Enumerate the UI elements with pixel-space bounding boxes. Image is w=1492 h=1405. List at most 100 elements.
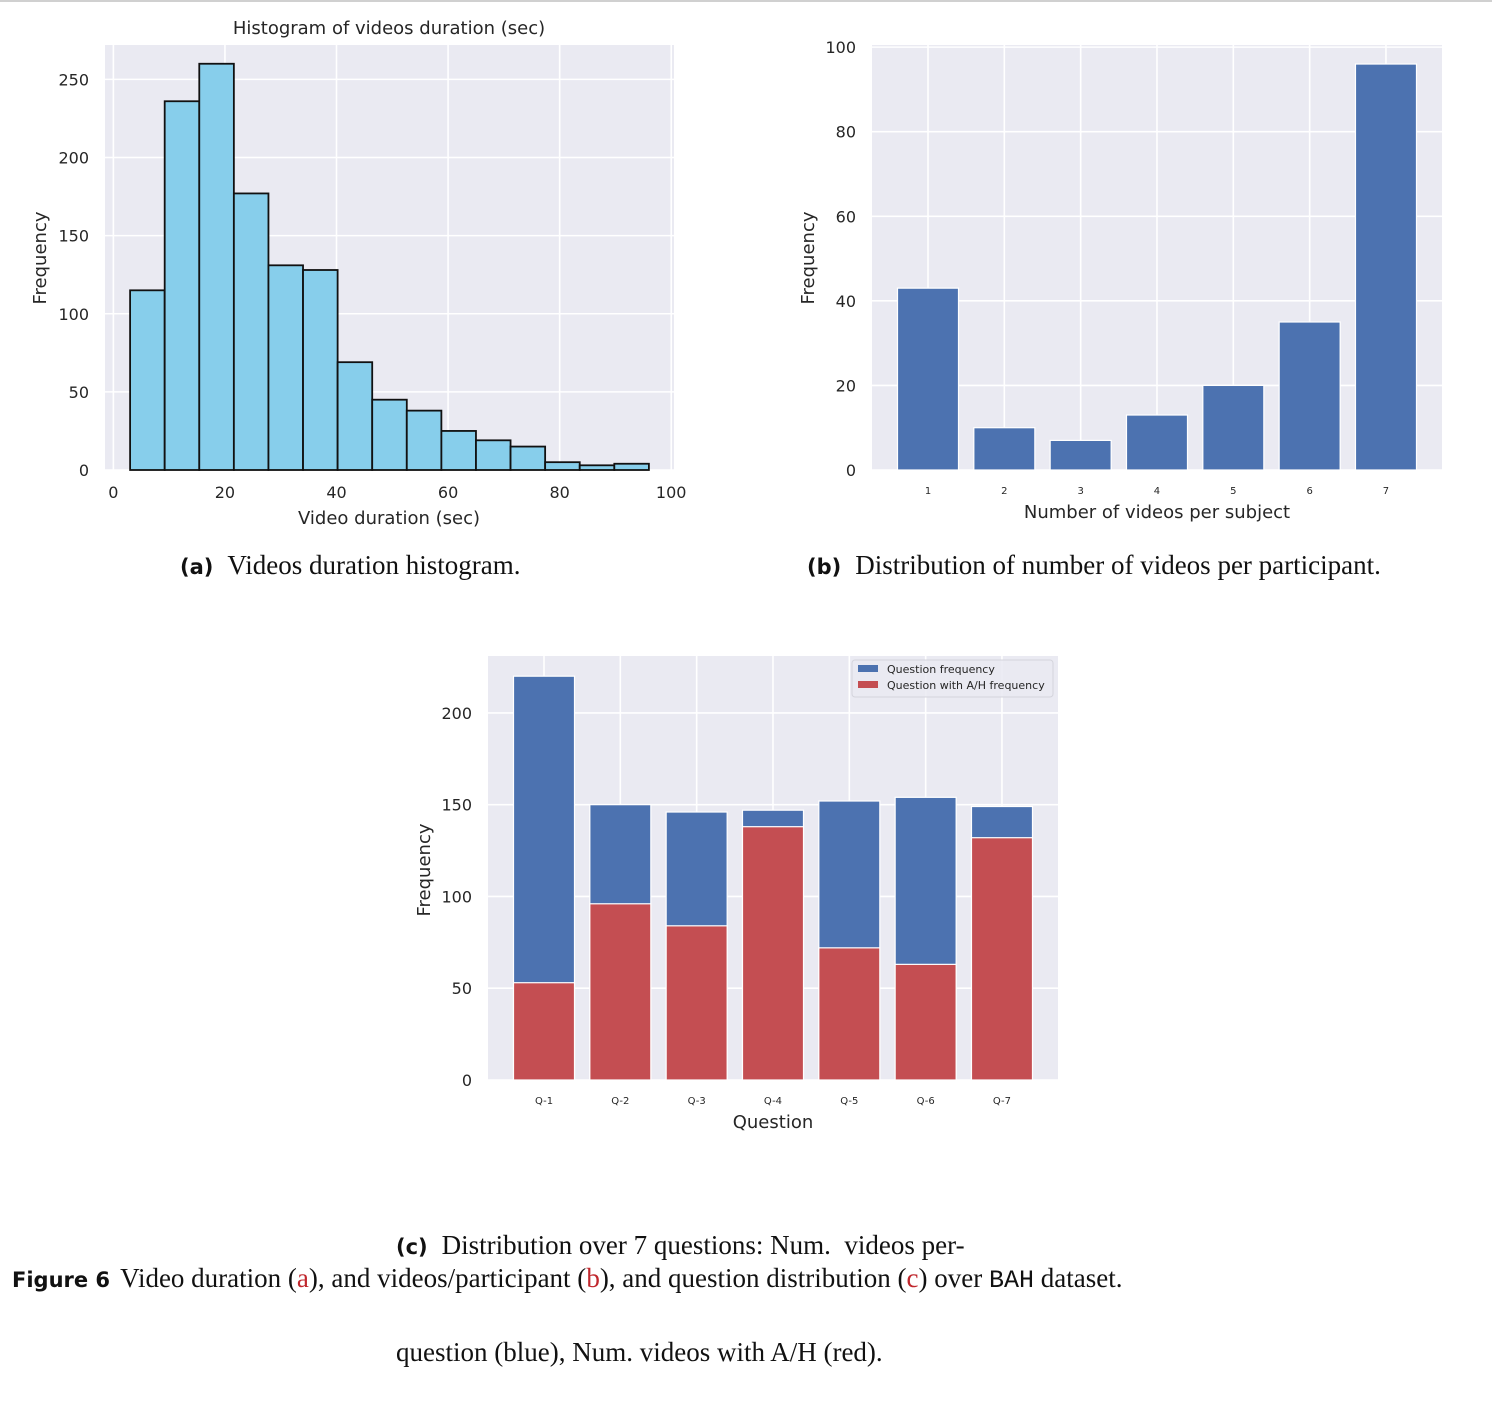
histogram-bar [613,462,650,471]
bar-ah-frequency [665,925,728,1081]
y-tick-label: 200 [58,149,89,168]
histogram-bar [475,439,512,471]
subcaption-a-tag: (a) [180,555,214,579]
legend-label: Question frequency [887,663,995,676]
histogram-bar [163,100,201,471]
legend-box [851,659,1054,698]
x-tick-label: 80 [549,483,569,502]
caption-text: Video duration ( [120,1263,297,1293]
y-tick-label: 50 [69,383,89,402]
histogram-bar [302,269,339,471]
subcaption-a-text: Videos duration histogram. [227,550,521,580]
histogram-bar [578,464,616,471]
histogram-bar [544,461,581,471]
chart-b-ylabel: Frequency [798,211,819,304]
y-tick-label: 200 [441,704,472,723]
subcaption-a: (a) Videos duration histogram. [180,548,520,585]
chart-b-plot-area: 0 20 40 60 80 100 1 2 3 4 5 6 7 [825,38,1442,497]
bar [1354,63,1418,471]
histogram-bar [267,264,304,471]
chart-a-title: Histogram of videos duration (sec) [233,18,545,39]
x-tick-label: 1 [925,486,931,497]
x-tick-label: 6 [1306,486,1312,497]
x-tick-label: Q-3 [688,1096,706,1107]
histogram-bar [509,445,547,471]
x-tick-label: Q-1 [535,1096,553,1107]
histogram-bar [371,398,408,471]
x-tick-label: Q-2 [611,1096,629,1107]
bar-ah-frequency [512,982,576,1081]
figure-caption: Figure 6 Video duration (a), and videos/p… [12,1261,1122,1298]
bar [1049,439,1112,471]
bar [973,427,1036,471]
legend: Question frequency Question with A/H freq… [851,659,1054,698]
bar-ah-frequency [589,903,652,1081]
caption-text: ), and question distribution ( [599,1263,907,1293]
y-tick-label: 250 [58,70,89,89]
x-tick-label: Q-5 [840,1096,858,1107]
subcaption-b: (b) Distribution of number of videos per … [807,548,1381,585]
x-tick-label: Q-4 [764,1096,782,1107]
histogram-bar [440,430,477,471]
y-tick-label: 80 [836,123,856,142]
histogram-bar [336,361,374,471]
chart-a-xlabel: Video duration (sec) [298,508,480,529]
legend-label: Question with A/H frequency [887,679,1045,692]
x-tick-label: Q-7 [993,1096,1011,1107]
y-tick-label: 0 [846,461,856,480]
x-tick-label: 3 [1077,486,1083,497]
subcaption-c-line2: question (blue), Num. videos with A/H (r… [396,1337,883,1367]
y-tick-label: 100 [441,887,472,906]
subcaption-b-tag: (b) [807,555,842,579]
chart-c-plot-area: 0 50 100 150 200 Q-1 Q-2 Q-3 Q-4 Q-5 Q-6 Q-7 Questio… [441,656,1058,1107]
subcaption-c-tag: (c) [396,1235,428,1259]
x-tick-label: 5 [1230,486,1236,497]
chart-c-ylabel: Frequency [414,823,435,916]
y-tick-label: 100 [825,38,856,57]
y-tick-label: 150 [58,227,89,246]
y-tick-label: 50 [452,979,472,998]
caption-text: dataset. [1034,1263,1123,1293]
x-tick-label: 40 [326,483,346,502]
ref-link-a[interactable]: a [296,1263,309,1293]
top-border [0,0,1492,2]
x-tick-label: Q-6 [917,1096,935,1107]
x-tick-label: 7 [1383,486,1389,497]
histogram-bar [232,192,270,471]
x-tick-label: 20 [215,483,235,502]
y-tick-label: 0 [79,461,89,480]
y-tick-label: 20 [836,376,856,395]
ref-link-c[interactable]: c [906,1263,919,1293]
caption-text: ), and videos/participant ( [308,1263,587,1293]
y-tick-label: 150 [441,796,472,815]
y-tick-label: 0 [462,1071,472,1090]
x-tick-label: 4 [1154,486,1160,497]
y-tick-label: 100 [58,305,89,324]
bar-ah-frequency [818,947,881,1081]
bar-ah-frequency [970,837,1034,1081]
caption-text: ) over [918,1263,989,1293]
y-tick-label: 40 [836,292,856,311]
chart-c-question-distribution: Question Frequency 0 50 100 150 200 Q-1 Q-2 Q-3… [414,656,1058,1133]
figure-label: Figure 6 [12,1268,111,1292]
x-tick-label: 0 [108,483,118,502]
bar-ah-frequency [894,963,957,1081]
subcaption-b-text: Distribution of number of videos per par… [855,550,1381,580]
bar-ah-frequency [741,826,805,1081]
ref-link-b[interactable]: b [586,1263,600,1293]
chart-c-xlabel: Question [733,1112,814,1133]
chart-b-xlabel: Number of videos per subject [1024,502,1290,523]
chart-b-videos-per-subject: Number of videos per subject Frequency 0… [798,38,1442,523]
x-tick-label: 2 [1001,486,1007,497]
legend-swatch [858,665,878,672]
histogram-bar [198,62,235,471]
bar [1278,321,1341,471]
legend-swatch [858,681,878,688]
x-tick-label: 100 [656,483,687,502]
x-tick-label: 60 [438,483,458,502]
histogram-bar [129,289,166,471]
chart-a-plot-area: 0 50 100 150 200 250 0 20 40 60 80 100 [58,45,686,502]
chart-a-ylabel: Frequency [30,211,51,304]
bar [1202,384,1265,471]
bar [1125,414,1189,471]
